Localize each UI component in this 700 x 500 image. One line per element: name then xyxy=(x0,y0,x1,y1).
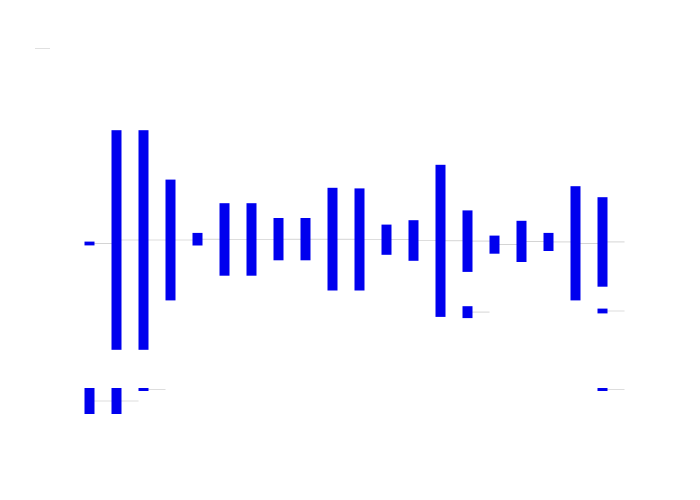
waterfall-bar-1-1 xyxy=(84,241,95,246)
waterfall-bar-1-18 xyxy=(543,232,554,251)
waterfall-bar-1-3 xyxy=(138,130,149,350)
waterfall-bar-1-16 xyxy=(489,235,500,254)
waterfall-bar-1-12 xyxy=(381,224,392,255)
waterfall-bar-2-3 xyxy=(138,388,149,391)
waterfall-bar-1-6 xyxy=(219,203,230,276)
waterfall-bar-1-4 xyxy=(165,179,176,301)
waterfall-bar-1-2 xyxy=(111,130,122,350)
waterfall-bar-1-17 xyxy=(516,220,527,262)
waterfall-bar-1-19 xyxy=(570,186,581,301)
waterfall-bar-2-1 xyxy=(84,388,95,414)
waterfall-bar-1-13 xyxy=(408,220,419,261)
waterfall-bar-1-5 xyxy=(192,232,203,246)
waterfall-bar-3-20 xyxy=(597,308,608,314)
waterfall-bar-1-15 xyxy=(462,210,473,272)
waterfall-bar-1-10 xyxy=(327,187,338,291)
waterfall-bar-1-20 xyxy=(597,197,608,287)
waterfall-bar-1-7 xyxy=(246,203,257,276)
waterfall-bar-1-9 xyxy=(300,218,311,261)
waterfall-bar-1-8 xyxy=(273,218,284,261)
bars-layer xyxy=(84,130,625,414)
waterfall-bar-1-11 xyxy=(354,188,365,291)
waterfall-bar-3-15 xyxy=(462,306,473,319)
waterfall-bar-2-20 xyxy=(597,388,608,391)
waterfall-bar-1-14 xyxy=(435,164,446,317)
waterfall-bar-2-2 xyxy=(111,388,122,414)
